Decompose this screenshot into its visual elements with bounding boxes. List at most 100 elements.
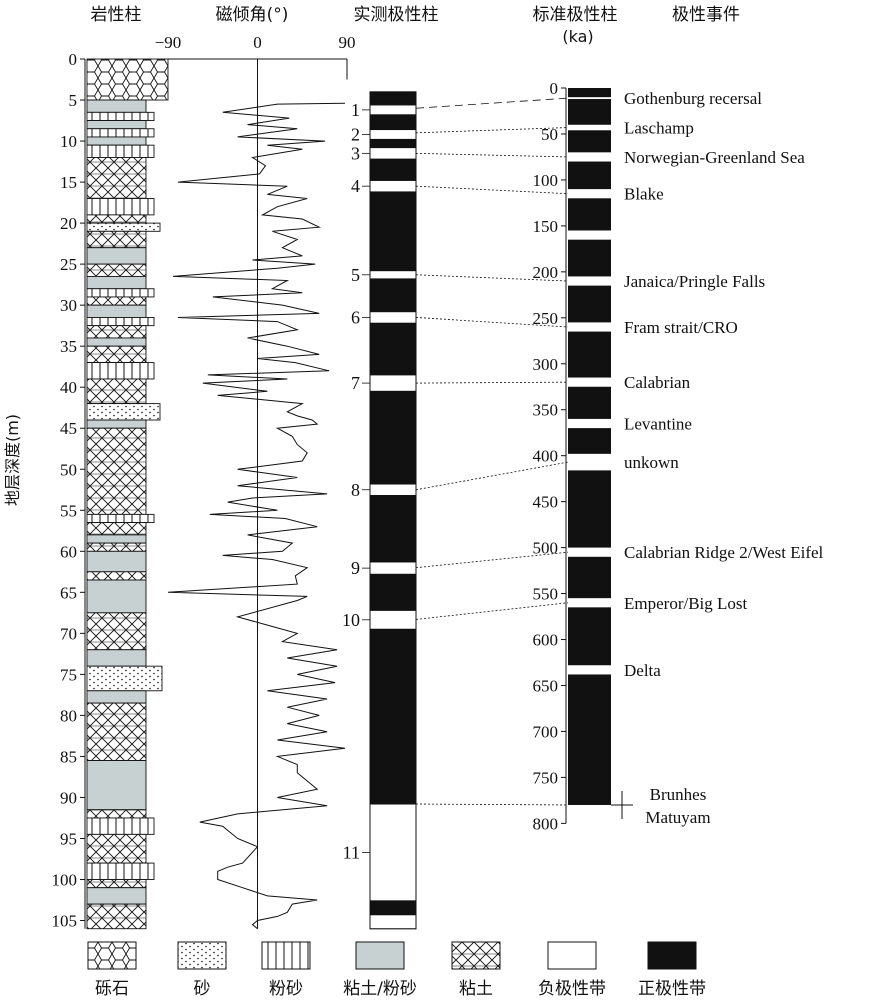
depth-tick-label: 65: [60, 583, 77, 602]
lithology-layer-clay-silt: [86, 649, 147, 667]
event-label: Fram strait/CRO: [624, 318, 738, 337]
lithology-layer-silt: [86, 198, 155, 216]
age-tick-label: 0: [550, 79, 559, 98]
measured-reversed-zone: [369, 129, 417, 140]
standard-reversed-zone: [568, 665, 611, 675]
age-tick-label: 300: [533, 355, 559, 374]
standard-polarity-column: 0 50 100 150 200 250 300 350 400 450 500 550 600 650 7…: [533, 79, 611, 833]
lithology-layer-silt: [86, 817, 155, 835]
age-tick-label: 250: [533, 309, 559, 328]
event-label: Blake: [624, 185, 664, 204]
age-tick-label: 800: [533, 814, 559, 833]
measured-zone-label: 1: [351, 100, 360, 120]
event-label: Levantine: [624, 415, 692, 434]
measured-zone-label: 10: [342, 610, 360, 630]
lithology-layer-clay: [86, 833, 147, 864]
depth-axis: 0 5 10 15 20 25 30 35 40 45 50 55 60 65 70 75 80 85 90 95 10…: [52, 50, 86, 931]
boundary-upper-label: Brunhes: [650, 785, 707, 804]
inclination-plot: −90 0 90: [155, 33, 356, 930]
header-standard-unit: (ka): [562, 27, 593, 46]
depth-tick-label: 10: [60, 132, 77, 151]
lithology-column: [86, 58, 169, 930]
depth-tick-label: 60: [60, 542, 77, 561]
lithology-layer-clay: [86, 230, 147, 249]
event-label: Emperor/Big Lost: [624, 594, 748, 613]
measured-reversed-zone: [369, 147, 417, 160]
depth-tick-label: 90: [60, 788, 77, 807]
depth-tick-label: 75: [60, 665, 77, 684]
lithology-layer-clay-silt: [86, 887, 147, 905]
standard-reversed-zone: [568, 453, 611, 471]
legend-swatch-positive: [647, 941, 697, 970]
age-tick-label: 200: [533, 263, 559, 282]
depth-tick-label: 15: [60, 173, 77, 192]
correlation-line: [415, 461, 569, 491]
depth-tick-label: 45: [60, 419, 77, 438]
header-inclination: 磁倾角(°): [216, 5, 289, 25]
measured-reversed-zone: [369, 104, 417, 116]
event-label: Norwegian-Greenland Sea: [624, 148, 805, 167]
measured-normal-background: [369, 91, 417, 930]
lithology-layer-clay-silt: [86, 534, 147, 544]
measured-zone-label: 3: [351, 143, 360, 163]
age-tick-label: 600: [533, 631, 559, 650]
standard-reversed-zone: [568, 230, 611, 240]
measured-reversed-zone: [369, 374, 417, 392]
age-tick-label: 100: [533, 171, 559, 190]
lithology-layer-clay-silt: [86, 136, 147, 146]
measured-zone-label: 8: [351, 480, 360, 500]
age-tick-label: 500: [533, 539, 559, 558]
lithology-layer-silt: [86, 317, 155, 327]
standard-normal-background: [568, 88, 611, 805]
age-tick-label: 450: [533, 493, 559, 512]
depth-tick-label: 105: [52, 912, 78, 931]
lithology-layer-clay: [86, 879, 147, 889]
depth-axis-label: 地层深度(m): [3, 414, 22, 506]
standard-reversed-zone: [568, 547, 611, 557]
legend-swatch-silt: [261, 941, 311, 970]
measured-reversed-zone: [369, 311, 417, 324]
lithology-layer-clay: [86, 378, 147, 405]
lithology-layer-sand: [86, 665, 163, 692]
measured-reversed-zone: [369, 609, 417, 630]
correlation-line-boundary: [415, 803, 569, 806]
lithology-layer-clay-silt: [86, 304, 147, 318]
boundary-lower-label: Matuyam: [645, 808, 710, 827]
lithology-layer-sand: [86, 222, 161, 232]
standard-reversed-zone: [568, 418, 611, 429]
lithology-layer-clay: [86, 263, 147, 277]
event-label: Janaica/Pringle Falls: [624, 272, 765, 291]
lithology-layer-clay-silt: [86, 275, 147, 290]
standard-reversed-zone: [568, 322, 611, 332]
measured-zone-label: 5: [351, 265, 360, 285]
measured-reversed-zone: [369, 803, 417, 902]
correlation-line: [415, 152, 569, 158]
lithology-layer-clay: [86, 702, 147, 761]
lithology-layer-silt: [86, 111, 155, 121]
standard-reversed-zone: [568, 97, 611, 100]
depth-tick-label: 70: [60, 624, 77, 643]
lithology-layer-silt: [86, 362, 155, 380]
depth-tick-label: 0: [69, 50, 78, 69]
lithology-layer-clay: [86, 809, 147, 819]
polarity-events: Gothenburg recersal Laschamp Norwegian-Gre…: [415, 89, 824, 827]
age-tick-label: 550: [533, 585, 559, 604]
measured-zone-label: 2: [351, 124, 360, 144]
depth-tick-label: 5: [69, 91, 78, 110]
lithology-layer-silt: [86, 288, 155, 298]
lithology-layer-clay: [86, 157, 147, 199]
legend-swatch-clay-silt: [355, 941, 405, 970]
depth-tick-label: 25: [60, 255, 77, 274]
standard-reversed-zone: [568, 152, 611, 162]
standard-reversed-zone: [568, 276, 611, 286]
measured-zone-label: 7: [351, 373, 360, 393]
measured-zone-label: 4: [351, 176, 360, 196]
lithology-layer-clay: [86, 542, 147, 552]
event-label: unkown: [624, 453, 679, 472]
lithology-layer-clay: [86, 296, 147, 306]
inclination-curve: [167, 102, 346, 930]
legend-label: 砾石: [95, 979, 129, 999]
measured-reversed-zone: [369, 914, 417, 930]
lithology-layer-clay: [86, 612, 147, 651]
